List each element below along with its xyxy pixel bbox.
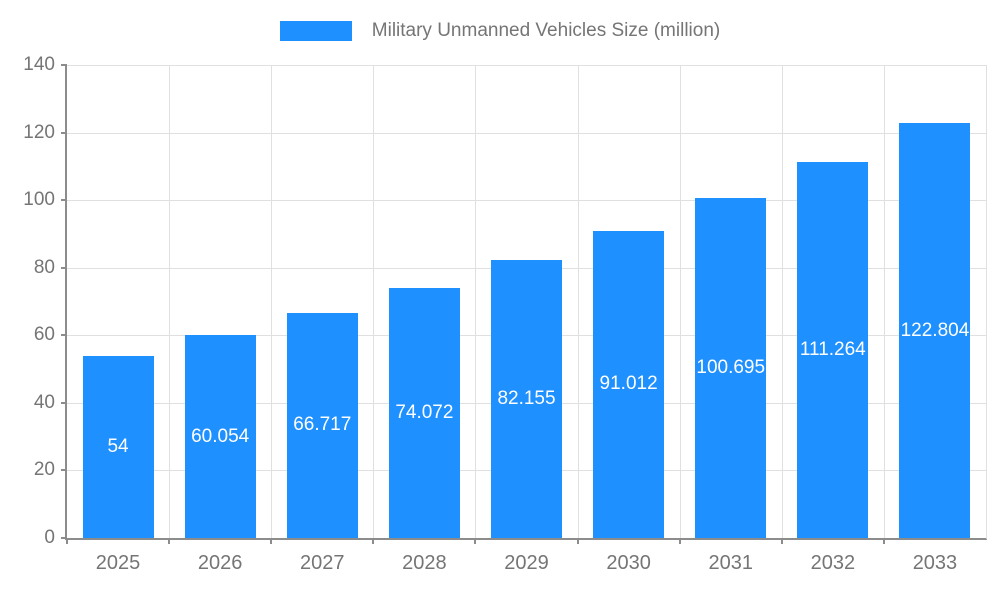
x-axis-tick (168, 538, 171, 544)
y-axis-tick-label: 40 (33, 391, 55, 413)
y-axis-tick (61, 469, 67, 472)
bar-value-label: 82.155 (497, 388, 556, 410)
y-axis-tick (61, 334, 67, 337)
bar: 54 (82, 355, 154, 538)
x-axis-tick-label: 2032 (810, 552, 856, 574)
y-axis-tick (61, 131, 67, 134)
gridline-y (67, 132, 986, 134)
y-axis-tick-label: 0 (44, 527, 55, 548)
x-axis-tick-label: 2029 (504, 552, 549, 574)
x-axis-tick-label: 2025 (95, 552, 141, 574)
x-axis-tick (474, 538, 477, 544)
y-axis-tick (61, 266, 67, 269)
gridline-y (67, 65, 986, 66)
bar-value-label: 100.695 (696, 356, 766, 378)
y-axis-tick (61, 537, 67, 539)
x-axis-tick-label: 2030 (606, 552, 651, 574)
x-axis-tick-label: 2033 (912, 552, 958, 574)
bar-value-label: 60.054 (191, 425, 250, 447)
gridline-x (475, 65, 477, 538)
bar: 122.804 (899, 123, 971, 538)
x-axis-tick-label: 2031 (708, 552, 753, 574)
y-axis-tick (61, 64, 67, 66)
x-axis-tick (576, 538, 579, 544)
gridline-x (271, 65, 273, 538)
bar: 74.072 (388, 287, 460, 538)
bar: 60.054 (184, 335, 256, 538)
chart-title: Military Unmanned Vehicles Size (million… (371, 20, 721, 41)
bar-value-label: 66.717 (293, 414, 352, 436)
bar: 111.264 (797, 162, 869, 538)
gridline-x (169, 65, 171, 538)
bar-value-label: 91.012 (599, 373, 658, 395)
bar-value-label: 74.072 (395, 401, 454, 423)
bar-value-label: 54 (107, 435, 129, 457)
x-axis-tick-label: 2027 (300, 552, 345, 574)
y-axis-tick (61, 199, 67, 202)
y-axis-tick-label: 120 (23, 121, 55, 143)
gridline-y (67, 200, 986, 202)
y-axis-tick-label: 140 (23, 54, 55, 75)
gridline-x (883, 65, 885, 538)
gridline-x (679, 65, 681, 538)
bar: 66.717 (286, 312, 358, 538)
x-axis-tick (270, 538, 273, 544)
bar-value-label: 111.264 (799, 339, 866, 361)
chart-legend[interactable]: Military Unmanned Vehicles Size (million… (0, 16, 1000, 46)
y-axis-tick-label: 20 (33, 459, 55, 481)
x-axis-tick-label: 2028 (402, 552, 447, 574)
x-axis-tick (780, 538, 783, 544)
bar-value-label: 122.804 (900, 319, 970, 341)
gridline-x (373, 65, 375, 538)
plot-area: 0 20 40 60 80 100 120 140 54 2025 60.054 2026 66.717… (23, 54, 987, 574)
gridline-x (781, 65, 783, 538)
y-axis-tick-label: 100 (23, 189, 55, 211)
x-axis-tick (678, 538, 681, 544)
x-axis-tick (882, 538, 885, 544)
x-axis-tick (66, 538, 68, 544)
y-axis-tick (61, 401, 67, 404)
gridline-x (577, 65, 579, 538)
bar: 91.012 (593, 230, 665, 538)
y-axis-tick-label: 60 (33, 324, 55, 346)
x-axis-tick (372, 538, 375, 544)
y-axis-tick-label: 80 (33, 256, 55, 278)
bar: 100.695 (695, 197, 767, 538)
bar: 82.155 (491, 260, 562, 538)
legend-swatch (279, 21, 352, 41)
x-axis-tick-label: 2026 (197, 552, 243, 574)
